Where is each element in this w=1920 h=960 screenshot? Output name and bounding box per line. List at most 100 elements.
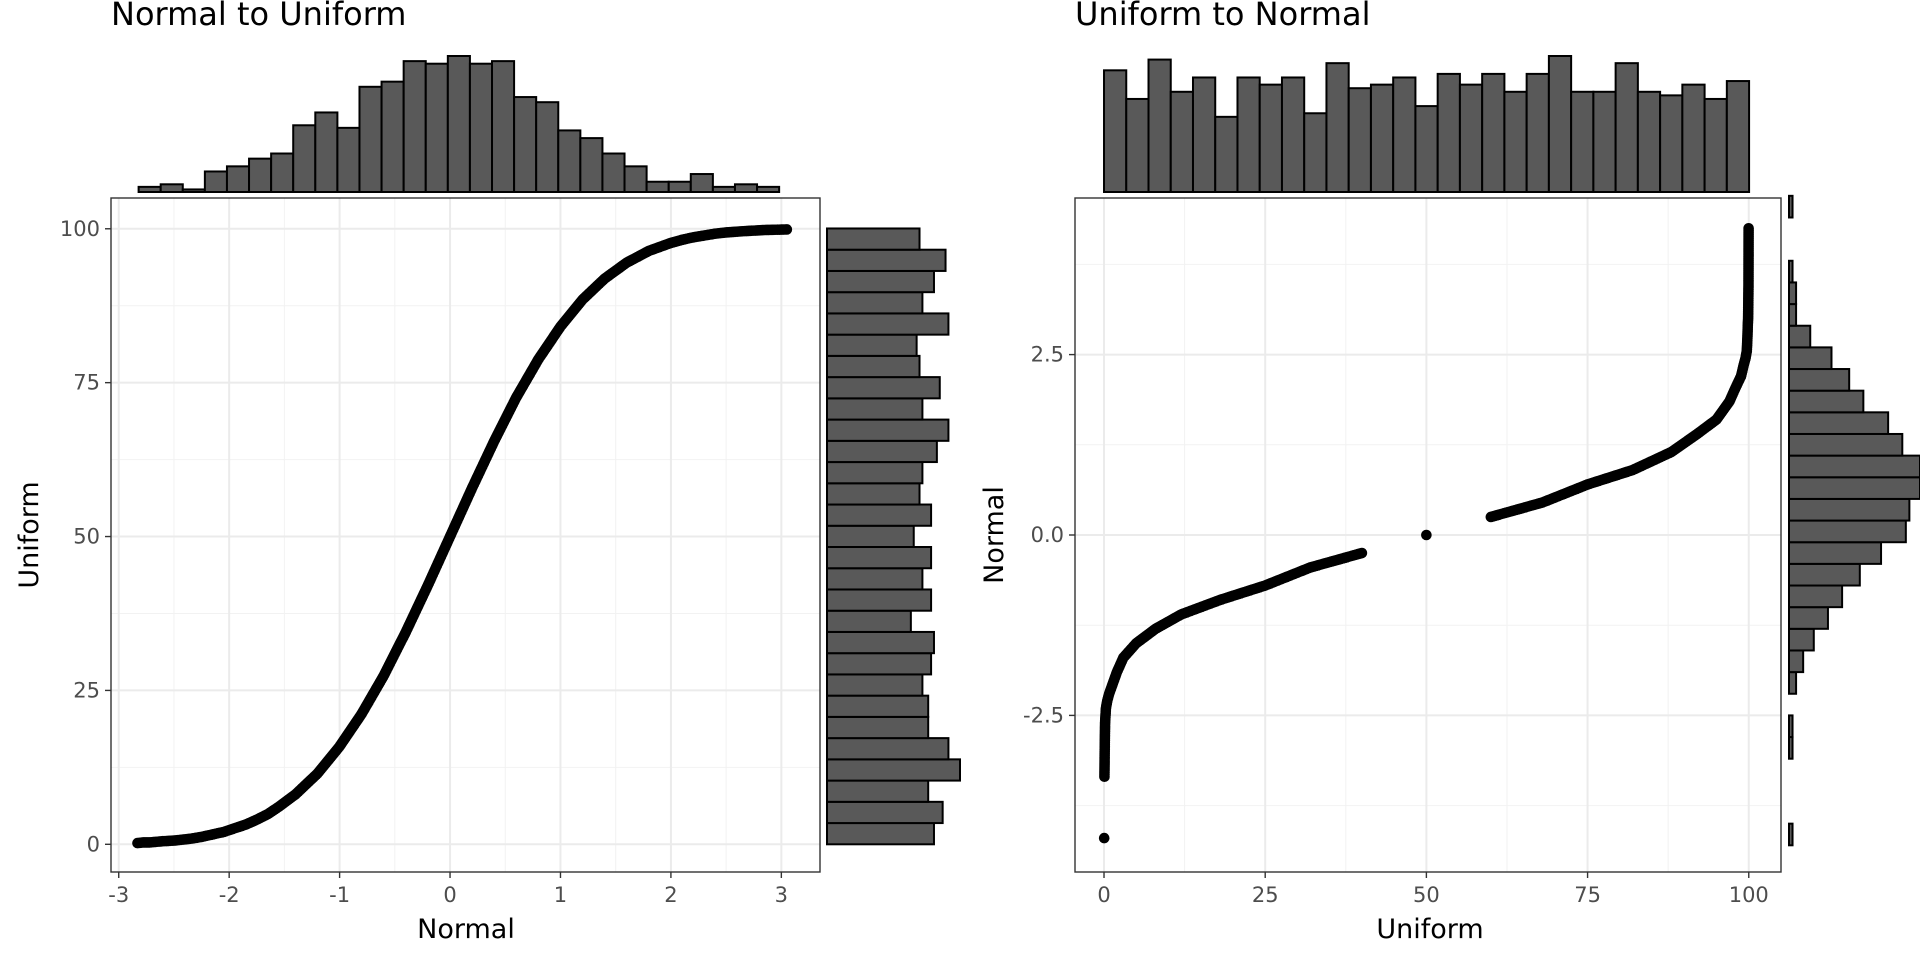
top-histogram-bar — [159, 183, 184, 193]
x-tick-label: 0 — [443, 883, 456, 907]
top-histogram-bar — [1525, 72, 1550, 193]
top-histogram-bar — [1659, 94, 1684, 193]
top-histogram-bar — [1414, 105, 1439, 193]
right-histogram-bar — [826, 503, 933, 527]
top-histogram-bar — [711, 185, 736, 193]
right-histogram-bar — [1788, 281, 1798, 306]
left-x-axis-title: Normal — [417, 914, 515, 945]
right-histogram-bar — [826, 461, 924, 485]
right-histogram-bar — [826, 546, 933, 570]
right-histogram-bar — [826, 333, 918, 357]
top-histogram-bar — [1347, 87, 1372, 193]
top-histogram-bar — [1125, 97, 1150, 193]
data-point — [1421, 529, 1432, 541]
y-tick-label: 100 — [60, 217, 100, 241]
top-histogram-bar — [1103, 69, 1128, 193]
top-histogram-bar — [336, 126, 361, 193]
top-histogram-bar — [1547, 55, 1573, 193]
top-histogram-bar — [292, 124, 317, 193]
right-histogram-bar — [1788, 822, 1794, 847]
right-top-histogram — [1103, 55, 1751, 193]
top-histogram-bar — [137, 185, 162, 193]
right-histogram-bar — [826, 694, 930, 718]
top-histogram-bar — [1214, 115, 1239, 193]
right-histogram-bar — [1788, 541, 1883, 565]
right-chart-title: Uniform to Normal — [1075, 0, 1370, 33]
right-histogram-bar — [1788, 454, 1920, 479]
right-chart: Uniform to Normal 0 25 50 75 100 -2.50.02.5 … — [979, 0, 1920, 945]
right-histogram-bar — [1788, 736, 1794, 760]
top-histogram-bar — [733, 183, 759, 193]
data-point — [781, 224, 793, 235]
top-histogram-bar — [1191, 76, 1217, 193]
right-histogram-bar — [1788, 259, 1794, 284]
top-histogram-bar — [1236, 76, 1261, 193]
top-histogram-bar — [689, 173, 714, 193]
top-histogram-bar — [181, 188, 206, 193]
top-histogram-bar — [491, 60, 516, 193]
x-tick-label: -2 — [219, 883, 240, 907]
top-histogram-bar — [358, 85, 383, 193]
left-right-histogram — [826, 227, 961, 846]
top-histogram-bar — [667, 180, 692, 194]
y-tick-label: 0.0 — [1031, 523, 1064, 547]
top-histogram-bar — [645, 180, 670, 194]
right-histogram-bar — [1788, 606, 1829, 630]
top-histogram-bar — [513, 96, 538, 193]
top-histogram-bar — [1147, 58, 1172, 193]
right-histogram-bar — [1788, 389, 1865, 414]
right-histogram-bar — [1788, 303, 1798, 327]
right-histogram-bar — [826, 227, 921, 251]
top-histogram-bar — [579, 137, 604, 193]
top-histogram-bar — [314, 111, 339, 193]
right-histogram-bar — [826, 737, 950, 761]
right-histogram-bar — [1788, 324, 1812, 349]
top-histogram-bar — [225, 165, 251, 194]
y-tick-label: 75 — [73, 371, 100, 395]
right-histogram-bar — [826, 800, 944, 825]
x-tick-label: 1 — [554, 883, 567, 907]
x-tick-label: 100 — [1729, 883, 1769, 907]
x-tick-label: 0 — [1097, 883, 1110, 907]
right-histogram-bar — [826, 482, 921, 506]
left-y-axis-title: Uniform — [14, 481, 45, 588]
right-histogram-bar — [826, 758, 961, 782]
left-panel-border — [110, 197, 821, 873]
top-histogram-bar — [1592, 90, 1617, 193]
right-histogram-bar — [1788, 346, 1833, 371]
right-y-ticks: -2.5 0.0 2.5 — [1023, 343, 1075, 727]
top-histogram-bar — [380, 80, 405, 193]
top-histogram-bar — [248, 157, 273, 193]
top-histogram-bar — [1481, 72, 1506, 193]
right-histogram-bar — [1788, 497, 1911, 522]
right-histogram-bar — [826, 376, 941, 400]
right-histogram-bar — [826, 673, 924, 697]
top-histogram-bar — [1703, 97, 1728, 193]
data-point — [1356, 547, 1368, 559]
right-histogram-bar — [1788, 194, 1794, 219]
right-histogram-bar — [1788, 432, 1904, 457]
top-histogram-bar — [446, 55, 471, 193]
right-histogram-bar — [1788, 368, 1851, 392]
top-histogram-bar — [535, 101, 560, 193]
top-histogram-bar — [1436, 72, 1461, 193]
right-histogram-bar — [826, 630, 935, 655]
right-x-ticks: 0 25 50 75 100 — [1097, 872, 1769, 907]
data-point — [1743, 223, 1754, 234]
right-histogram-bar — [826, 652, 933, 676]
x-tick-label: 3 — [775, 883, 788, 907]
right-histogram-bar — [826, 397, 924, 421]
left-chart: Normal to Uniform -3 -2 -1 0 1 2 3 0255075100 … — [14, 0, 961, 945]
x-tick-label: -3 — [108, 883, 129, 907]
x-tick-label: 75 — [1574, 883, 1601, 907]
right-histogram-bar — [1788, 562, 1861, 587]
top-histogram-bar — [468, 62, 494, 193]
top-histogram-bar — [623, 165, 648, 194]
right-histogram-bar — [1788, 584, 1844, 609]
y-tick-label: 2.5 — [1031, 343, 1064, 367]
top-histogram-bar — [1725, 80, 1751, 193]
y-tick-label: 50 — [73, 525, 100, 549]
left-chart-title: Normal to Uniform — [111, 0, 406, 33]
right-histogram-bar — [826, 269, 935, 294]
